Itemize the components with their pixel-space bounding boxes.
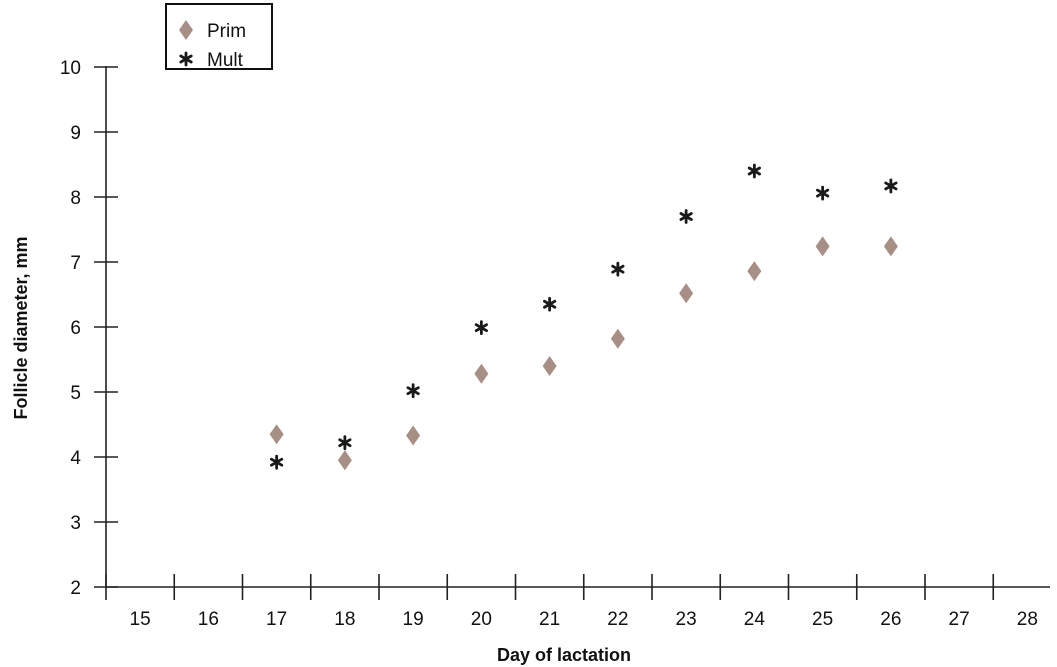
data-point (816, 185, 830, 201)
x-tick-label: 18 (334, 609, 355, 630)
data-point (815, 236, 830, 257)
data-point (610, 328, 625, 349)
data-point (611, 261, 625, 277)
x-tick-label: 17 (266, 609, 287, 630)
data-point (679, 283, 694, 304)
x-tick-label: 26 (880, 609, 901, 630)
data-point (747, 163, 761, 179)
y-tick-label: 3 (70, 513, 81, 534)
legend: Prim Mult (165, 3, 273, 71)
data-point (474, 320, 488, 336)
x-tick-label: 16 (198, 609, 219, 630)
y-axis-ticks: 2 3 4 5 6 7 8 9 10 (60, 58, 118, 599)
x-tick-label: 24 (744, 609, 766, 630)
axes (105, 66, 1050, 588)
y-tick-label: 4 (70, 448, 81, 469)
data-point (883, 236, 898, 257)
x-tick-label: 28 (1017, 609, 1038, 630)
data-point (270, 454, 284, 470)
y-tick-label: 7 (70, 253, 81, 274)
y-tick-label: 5 (70, 383, 81, 404)
x-tick-label: 15 (130, 609, 151, 630)
data-point (474, 363, 489, 384)
series-mult (270, 163, 898, 470)
x-axis-ticks: 15 16 17 18 19 20 21 22 23 24 25 26 27 28 (105, 574, 1038, 630)
y-tick-label: 2 (70, 578, 81, 599)
legend-label-prim: Prim (207, 21, 246, 42)
x-tick-label: 23 (676, 609, 697, 630)
x-axis-title: Day of lactation (497, 645, 631, 665)
y-tick-label: 9 (70, 123, 81, 144)
x-tick-label: 20 (471, 609, 492, 630)
data-point (406, 383, 420, 399)
legend-label-mult: Mult (207, 50, 244, 71)
y-tick-label: 8 (70, 188, 81, 209)
data-point (543, 296, 557, 312)
data-point (337, 450, 352, 471)
data-point (747, 261, 762, 282)
x-tick-label: 21 (539, 609, 560, 630)
x-tick-label: 19 (403, 609, 424, 630)
y-axis-title: Follicle diameter, mm (11, 236, 31, 419)
data-point (338, 435, 352, 451)
legend-marker-prim (179, 20, 193, 40)
data-point (269, 424, 284, 445)
x-tick-label: 25 (812, 609, 833, 630)
data-point (679, 209, 693, 224)
series-prim (269, 236, 898, 471)
x-tick-label: 27 (949, 609, 970, 630)
x-tick-label: 22 (607, 609, 628, 630)
data-points (269, 163, 898, 471)
data-point (542, 356, 557, 376)
y-tick-label: 6 (70, 318, 81, 339)
data-point (406, 425, 421, 446)
data-point (884, 178, 898, 194)
y-tick-label: 10 (60, 58, 81, 79)
legend-marker-mult (179, 51, 193, 67)
